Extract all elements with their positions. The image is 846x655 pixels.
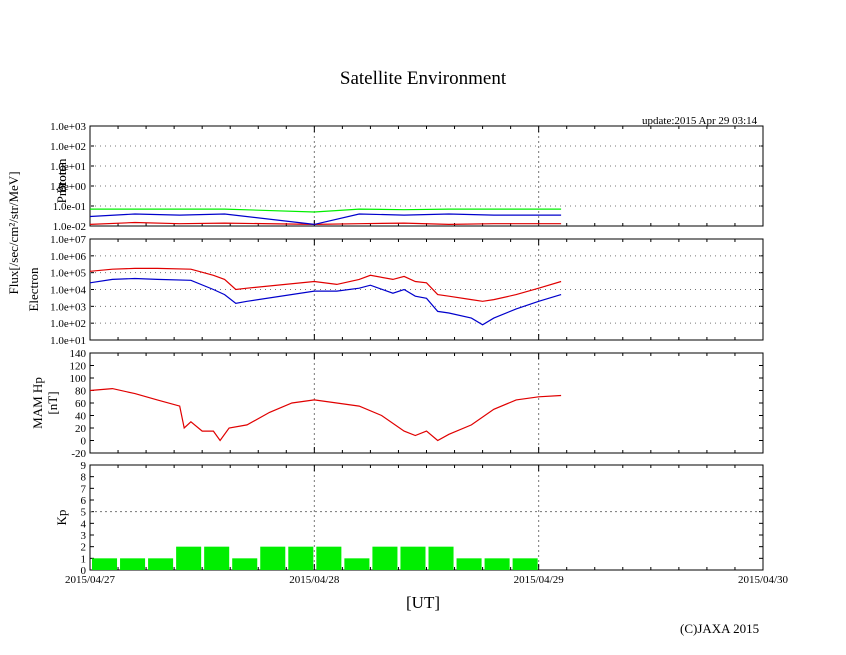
y-tick-label: 1.0e+07 xyxy=(50,234,86,246)
kp-bar xyxy=(512,558,538,570)
y-tick-label: 1.0e+01 xyxy=(50,161,86,173)
panel-ylabel: Proton xyxy=(54,158,69,193)
kp-bar xyxy=(92,558,118,570)
y-tick-label: 40 xyxy=(75,411,87,423)
y-tick-label: 1 xyxy=(81,553,87,565)
y-tick-label: -20 xyxy=(71,448,86,460)
y-tick-label: 0 xyxy=(81,565,87,577)
copyright-notice: (C)JAXA 2015 xyxy=(680,621,760,636)
y-tick-label: 1.0e+05 xyxy=(50,268,86,280)
kp-bar xyxy=(372,546,398,570)
kp-bar xyxy=(484,558,510,570)
kp-bar xyxy=(120,558,146,570)
y-tick-label: 0 xyxy=(81,436,87,448)
kp-bar xyxy=(456,558,482,570)
y-tick-label: 1.0e+00 xyxy=(50,181,86,193)
panel-frame-0 xyxy=(89,125,764,227)
y-tick-label: 2 xyxy=(81,542,87,554)
y-tick-label: 1.0e+02 xyxy=(50,318,86,330)
x-tick-label: 2015/04/29 xyxy=(514,574,565,586)
x-axis-label: [UT] xyxy=(406,593,440,612)
panel-ylabel: Electron xyxy=(26,267,41,312)
y-tick-label: 6 xyxy=(81,495,87,507)
y-tick-label: 1.0e+02 xyxy=(50,141,86,153)
panel-ylabel: Kp xyxy=(54,510,69,526)
y-tick-label: 1.0e+03 xyxy=(50,301,86,313)
y-tick-label: 140 xyxy=(70,348,87,360)
y-tick-label: 80 xyxy=(75,386,87,398)
y-tick-label: 1.0e+03 xyxy=(50,121,86,133)
y-tick-label: 1.0e+01 xyxy=(50,335,86,347)
panel-frame-2 xyxy=(89,352,764,454)
x-tick-label: 2015/04/30 xyxy=(738,574,789,586)
series-line-red-mam-hp xyxy=(89,387,562,442)
y-tick-label: 3 xyxy=(81,530,87,542)
y-tick-label: 5 xyxy=(81,507,87,519)
kp-bar xyxy=(344,558,370,570)
kp-bar xyxy=(204,546,230,570)
kp-bar xyxy=(176,546,202,570)
kp-bar xyxy=(232,558,258,570)
chart-title: Satellite Environment xyxy=(339,68,507,89)
kp-bar xyxy=(428,546,454,570)
y-tick-label: 8 xyxy=(81,472,87,484)
kp-bar xyxy=(288,546,314,570)
y-tick-label: 7 xyxy=(81,483,87,495)
kp-bar xyxy=(400,546,426,570)
x-tick-label: 2015/04/28 xyxy=(289,574,340,586)
y-tick-label: 120 xyxy=(70,361,87,373)
series-line-blue-proton xyxy=(89,213,562,226)
series-line-red-proton xyxy=(89,221,562,226)
update-timestamp: update:2015 Apr 29 03:14 xyxy=(642,115,758,127)
kp-bar xyxy=(316,546,342,570)
series-line-red-electron xyxy=(89,267,562,302)
series-line-green-proton xyxy=(90,208,562,213)
y-tick-label: 20 xyxy=(75,423,87,435)
y-tick-label: 1.0e+06 xyxy=(50,251,86,263)
panel-ylabel: Proton xyxy=(54,168,69,203)
y-tick-label: 1.0e-01 xyxy=(53,201,86,213)
y-tick-label: 1.0e-02 xyxy=(53,221,86,233)
panel-ylabel: MAM Hp xyxy=(30,377,45,429)
x-tick-label: 2015/04/27 xyxy=(65,574,116,586)
panel-ylabel: [nT] xyxy=(45,391,60,414)
flux-axis-label: Flux[/sec/cm²/str/MeV] xyxy=(6,171,21,294)
y-tick-label: 100 xyxy=(70,373,87,385)
kp-bar xyxy=(260,546,286,570)
y-tick-label: 60 xyxy=(75,398,87,410)
y-tick-label: 9 xyxy=(81,460,87,472)
series-line-blue-electron xyxy=(89,277,562,326)
y-tick-label: 1.0e+04 xyxy=(50,285,86,297)
y-tick-label: 4 xyxy=(81,518,87,530)
kp-bar xyxy=(148,558,174,570)
